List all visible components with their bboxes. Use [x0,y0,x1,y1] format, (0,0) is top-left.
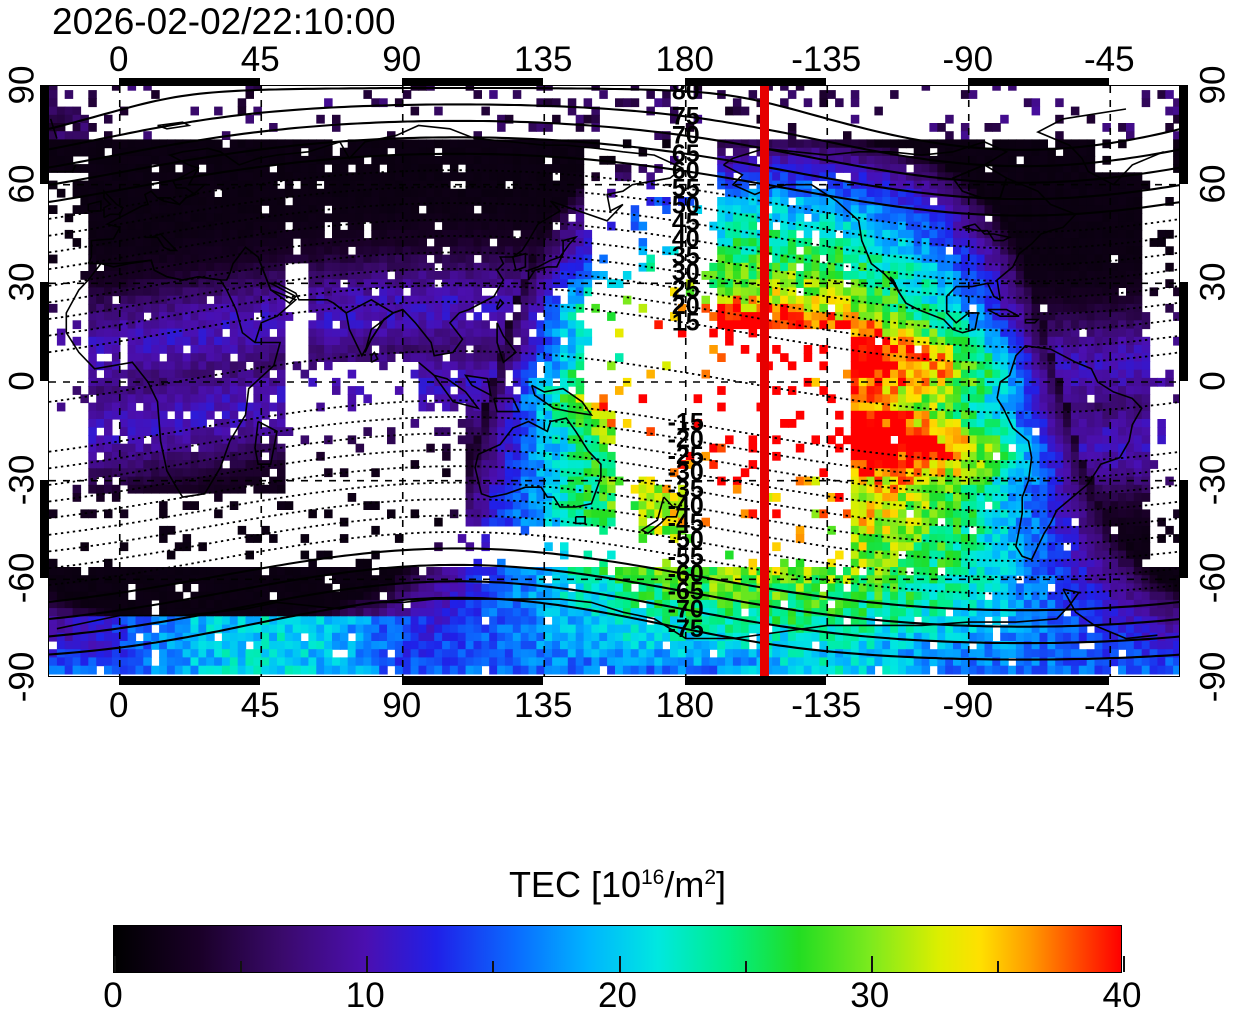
magnetic-latitude-label: 35 [672,242,700,270]
magnetic-latitude-label: -35 [668,475,704,503]
magnetic-latitude-label: 25 [672,275,700,303]
colorbar-tick-label: 0 [103,976,123,1015]
colorbar-tick-label: 30 [850,976,890,1015]
x-axis-tick-label-bot: -45 [1083,686,1135,725]
y-axis-tick-label-right: -90 [1193,651,1233,703]
x-axis-tick-label-bot: 45 [240,686,280,725]
axis-tickbar-left [40,85,48,677]
x-axis-tick-label-top: 90 [382,40,422,79]
magnetic-latitude-label: 55 [672,174,700,202]
colorbar-tick [744,961,747,972]
x-axis-tick-label-top: -135 [791,40,862,79]
colorbar[interactable] [113,925,1125,973]
y-axis-tick-label-right: -60 [1193,553,1233,604]
page-title: 2026-02-02/22:10:00 [52,1,396,42]
magnetic-latitude-label: 80 [672,86,700,105]
x-axis-tick-label-top: 45 [240,40,280,79]
x-axis-tick-label-bot: 135 [514,686,573,725]
colorbar-tick-label: 10 [345,976,385,1015]
colorbar-tick [870,956,873,972]
colorbar-tick [492,961,495,972]
graticule-layer [49,86,1179,676]
magnetic-latitude-label: 20 [672,292,700,320]
x-axis-tick-label-bot: 180 [655,686,714,725]
colorbar-title: TEC [1016/m2] [0,866,1235,904]
x-axis-tick-label-top: 0 [109,40,129,79]
colorbar-tick-label: 40 [1102,976,1142,1015]
colorbar-title-close: ] [716,864,727,905]
axis-tickbar-bottom [48,677,1180,685]
x-axis-tick-label-top: -45 [1083,40,1135,79]
magnetic-latitude-label: 50 [672,191,700,219]
axis-tickbar-right [1180,85,1188,677]
colorbar-title-exponent: 16 [640,866,665,889]
y-axis-tick-label-right: 0 [1193,371,1233,391]
colorbar-title-tail: /m [664,864,705,905]
magnetic-latitude-label: 60 [672,157,700,185]
magnetic-latitude-label: 75 [672,102,700,130]
colorbar-tick [1123,956,1125,972]
magnetic-latitude-label: -15 [668,409,704,437]
magnetic-latitude-label: 30 [672,259,700,287]
y-axis-tick-label-left: -30 [2,454,42,505]
y-axis-tick-label-left: 60 [2,164,42,204]
colorbar-tick [114,956,116,972]
map-canvas: 80 75 70 65 60 55 50 45 40 35 30 25 20 15 -15 -20 -25 -30… [49,86,1179,676]
magnetic-latitude-label: -20 [668,425,704,453]
magnetic-latitude-label: -60 [668,560,704,588]
x-axis-tick-label-bot: 0 [109,686,129,725]
magnetic-latitude-label: -45 [668,509,704,537]
x-axis-tick-label-bot: 90 [382,686,422,725]
y-axis-tick-label-left: -60 [2,553,42,604]
x-axis-tick-label-top: 180 [655,40,714,79]
magnetic-latitude-label: -70 [668,596,704,624]
y-axis-tick-label-right: 30 [1193,262,1233,302]
colorbar-tick [618,956,621,972]
y-axis-tick-label-right: 90 [1193,65,1233,105]
colorbar-title-main: TEC [10 [508,864,641,905]
y-axis-tick-label-left: -90 [2,651,42,703]
magnetic-latitude-label: 45 [672,208,700,236]
x-axis-tick-label-top: 135 [514,40,573,79]
solar-terminator-line [760,86,770,676]
colorbar-title-exponent-2: 2 [704,866,717,889]
magnetic-latitude-label: -75 [668,615,704,643]
magnetic-latitude-label: -55 [668,543,704,571]
magnetic-latitude-label: -30 [668,459,704,487]
magnetic-latitude-label: 70 [672,122,700,150]
axis-tickbar-top [48,78,1180,86]
magnetic-latitude-label: -65 [668,578,704,606]
magnetic-latitude-label: -40 [668,492,704,520]
y-axis-tick-label-right: -30 [1193,454,1233,505]
magnetic-latitude-label: 40 [672,225,700,253]
x-axis-tick-label-top: -90 [942,40,994,79]
x-axis-tick-label-bot: -135 [791,686,862,725]
magnetic-latitude-label: 65 [672,140,700,168]
y-axis-tick-label-left: 30 [2,262,42,302]
magnetic-latitude-label: -25 [668,442,704,470]
magnetic-latitude-label: -50 [668,526,704,554]
colorbar-gradient [114,926,1121,972]
tec-map-plot[interactable]: 80 75 70 65 60 55 50 45 40 35 30 25 20 15 -15 -20 -25 -30… [48,85,1180,677]
colorbar-tick [996,961,999,972]
colorbar-tick [240,961,243,972]
y-axis-tick-label-left: 0 [2,371,42,391]
x-axis-tick-label-bot: -90 [942,686,994,725]
colorbar-tick-label: 20 [598,976,637,1015]
y-axis-tick-label-left: 90 [2,65,42,105]
magnetic-latitude-label: 15 [672,309,700,337]
colorbar-tick [366,956,369,972]
y-axis-tick-label-right: 60 [1193,164,1233,204]
